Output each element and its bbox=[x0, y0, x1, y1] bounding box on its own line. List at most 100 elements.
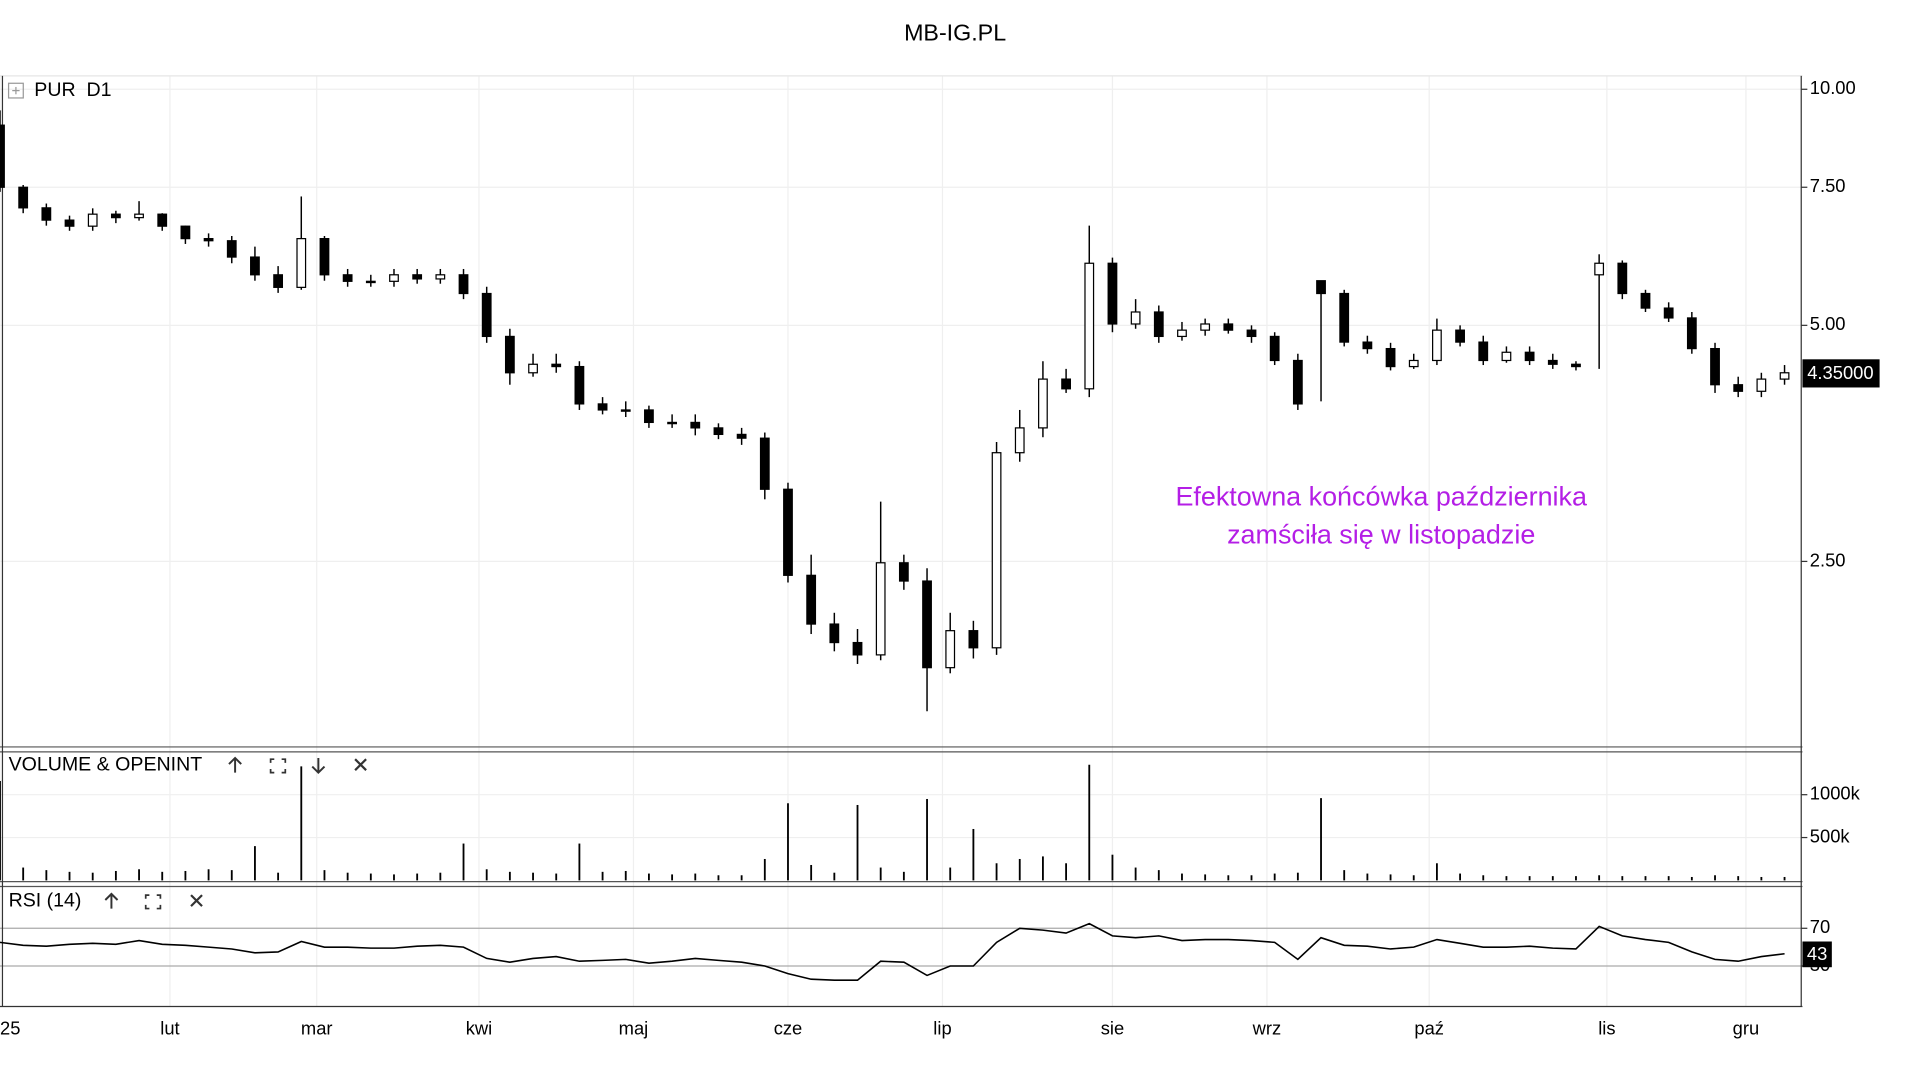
candle-body bbox=[157, 213, 168, 227]
y-tick-label: 7.50 bbox=[1810, 175, 1846, 196]
candle-body bbox=[528, 363, 538, 374]
candle-body bbox=[41, 207, 52, 221]
close-icon[interactable] bbox=[190, 894, 203, 907]
candle-body bbox=[1153, 311, 1164, 338]
candle-body bbox=[945, 630, 956, 669]
y-tick-label: 1000k bbox=[1810, 783, 1861, 804]
candle-body bbox=[574, 365, 585, 405]
x-tick-label: kwi bbox=[466, 1018, 493, 1039]
candle-body bbox=[1084, 262, 1095, 390]
pane-title: PUR D1 bbox=[34, 79, 111, 101]
rsi-last-label: 43 bbox=[1807, 943, 1827, 964]
maximize-icon[interactable] bbox=[144, 894, 162, 910]
candle-body bbox=[504, 335, 515, 374]
candle-body bbox=[644, 409, 654, 424]
candle-body bbox=[1733, 384, 1744, 392]
candle-body bbox=[134, 213, 144, 219]
candle-body bbox=[1038, 378, 1048, 429]
candle-body bbox=[898, 562, 909, 582]
candle-body bbox=[180, 225, 191, 240]
candle-body bbox=[968, 630, 979, 649]
candle-body bbox=[667, 421, 678, 425]
candle-body bbox=[1408, 359, 1419, 368]
candle-body bbox=[852, 641, 863, 656]
candle-body bbox=[1524, 351, 1535, 362]
x-tick-label: paź bbox=[1414, 1018, 1444, 1039]
candle-body bbox=[1200, 323, 1211, 331]
candle-body bbox=[1501, 351, 1512, 362]
candle-body bbox=[1547, 359, 1558, 365]
maximize-icon[interactable] bbox=[269, 758, 287, 774]
y-tick-label: 70 bbox=[1810, 916, 1830, 937]
pane-title: RSI (14) bbox=[9, 889, 82, 911]
candle-body bbox=[1432, 329, 1442, 362]
pane-title: VOLUME & OPENINT bbox=[9, 753, 203, 775]
candle-body bbox=[296, 238, 307, 288]
candle-body bbox=[481, 292, 492, 338]
x-tick-label: sie bbox=[1101, 1018, 1124, 1039]
x-tick-label: cze bbox=[774, 1018, 803, 1039]
x-tick-label: mar bbox=[301, 1018, 333, 1039]
candle-body bbox=[365, 280, 376, 284]
candle-body bbox=[1478, 341, 1489, 362]
last-price-label: 4.35000 bbox=[1807, 362, 1873, 383]
y-tick-label: 10.00 bbox=[1810, 77, 1856, 98]
candle-body bbox=[203, 238, 214, 242]
candle-body bbox=[1663, 307, 1674, 319]
candle-body bbox=[620, 409, 631, 412]
marks: 2025 lut mar kwi maj cze lip sie wrz paź lis gru Efe… bbox=[0, 110, 1880, 1039]
candle-body bbox=[435, 274, 446, 280]
move-up-icon[interactable] bbox=[228, 756, 242, 773]
candle-body bbox=[1385, 347, 1396, 368]
y-tick-label: 2.50 bbox=[1810, 549, 1846, 570]
rsi-last-box bbox=[1802, 941, 1832, 968]
candle-body bbox=[342, 274, 353, 282]
expand-icon[interactable] bbox=[7, 82, 24, 99]
move-up-icon[interactable] bbox=[104, 892, 119, 909]
y-tick-label: 500k bbox=[1810, 825, 1851, 846]
x-tick-label: wrz bbox=[1252, 1018, 1282, 1039]
candle-body bbox=[1571, 363, 1581, 368]
x-tick-label: gru bbox=[1733, 1018, 1760, 1039]
candle-body bbox=[1339, 292, 1350, 343]
rsi-line bbox=[0, 922, 1785, 981]
candle-body bbox=[1455, 329, 1465, 343]
candle-body bbox=[110, 213, 121, 219]
candle-body bbox=[319, 238, 330, 276]
candle-body bbox=[0, 124, 5, 188]
candle-body bbox=[226, 240, 237, 258]
annotation: Efektowna końcówka października bbox=[1175, 481, 1587, 511]
x-tick-label: maj bbox=[619, 1018, 649, 1039]
candle-body bbox=[1617, 262, 1628, 295]
annotation: zamściła się w listopadzie bbox=[1227, 519, 1535, 549]
candle-body bbox=[412, 274, 423, 280]
close-icon[interactable] bbox=[354, 758, 367, 771]
candle-body bbox=[1640, 292, 1651, 309]
candle-body bbox=[736, 433, 747, 439]
candle-body bbox=[389, 274, 399, 282]
page-title: MB-IG.PL bbox=[904, 19, 1006, 45]
candle-body bbox=[250, 256, 260, 276]
candle-body bbox=[1362, 341, 1373, 350]
candle-body bbox=[1756, 378, 1767, 392]
candle-body bbox=[922, 580, 932, 669]
candle-body bbox=[991, 452, 1002, 649]
candle-body bbox=[1014, 427, 1025, 454]
candle-body bbox=[1292, 359, 1303, 405]
candle-body bbox=[1107, 262, 1118, 325]
candle-body bbox=[1594, 262, 1605, 276]
candle-body bbox=[18, 186, 29, 209]
candle-body bbox=[759, 437, 770, 490]
candle-body bbox=[1130, 311, 1141, 325]
x-tick-label: lut bbox=[160, 1018, 179, 1039]
candle-body bbox=[690, 421, 701, 429]
move-down-icon[interactable] bbox=[311, 757, 326, 775]
candle-body bbox=[551, 363, 562, 368]
candle-body bbox=[1316, 280, 1326, 295]
candle-body bbox=[1779, 372, 1790, 380]
x-tick-label: lip bbox=[933, 1018, 951, 1039]
